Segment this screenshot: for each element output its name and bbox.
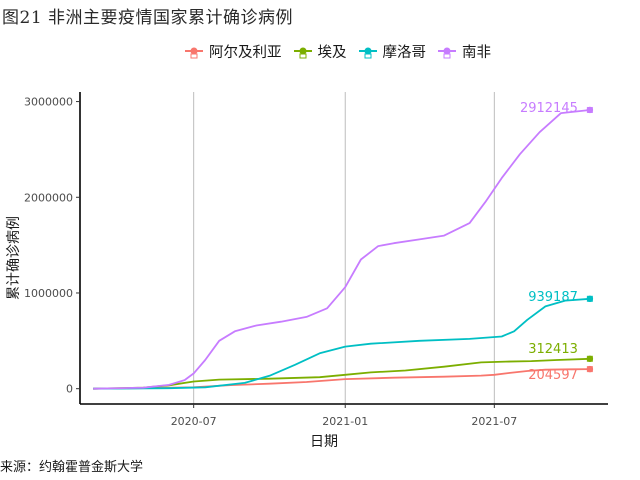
legend-label-south-africa: 南非 [462,44,491,61]
series-end-marker [586,106,593,113]
legend-item-algeria: 阿尔及利亚 [183,40,282,62]
legend-key-marker [443,47,451,55]
legend-key-marker [190,47,198,55]
y-tick-label: 1000000 [24,287,73,300]
y-axis-label: 累计确诊病例 [6,216,22,300]
legend: 阿尔及利亚 埃及 摩洛哥 南非 [183,40,497,62]
series-end-label: 312413 [528,342,578,357]
legend-item-south-africa: 南非 [436,40,491,62]
series-end-marker [586,295,593,302]
legend-item-egypt: 埃及 [292,40,347,62]
legend-key-box [364,53,371,59]
x-axis-label: 日期 [310,434,338,450]
series-end-label: 939187 [528,290,578,305]
legend-key-marker [364,47,371,55]
legend-key-south-africa [438,47,456,59]
legend-key-algeria [185,47,203,59]
series-end-label: 2912145 [520,101,578,116]
series-end-marker [586,355,593,362]
legend-key-egypt [293,47,312,59]
legend-label-morocco: 摩洛哥 [382,44,427,61]
legend-key-morocco [358,47,377,59]
legend-key-box [299,53,306,59]
x-tick-label: 2021-01 [322,415,368,428]
legend-key-marker [299,47,306,55]
series-line [93,297,590,390]
source-note: 来源：约翰霍普金斯大学 [0,460,144,475]
y-tick-label: 0 [66,383,73,396]
series-end-marker [586,366,593,373]
legend-label-algeria: 阿尔及利亚 [209,44,282,61]
series-line [93,109,590,390]
y-tick-label: 3000000 [24,96,73,109]
legend-key-box [190,53,198,59]
x-tick-label: 2020-07 [171,415,217,428]
chart-title: 图21 非洲主要疫情国家累计确诊病例 [2,8,294,28]
x-tick-label: 2021-07 [471,415,517,428]
y-tick-label: 2000000 [24,191,73,204]
legend-item-morocco: 摩洛哥 [357,40,427,62]
legend-key-box [443,53,451,59]
series-end-label: 204597 [528,368,578,383]
series-line [93,357,590,390]
legend-label-egypt: 埃及 [317,44,347,61]
